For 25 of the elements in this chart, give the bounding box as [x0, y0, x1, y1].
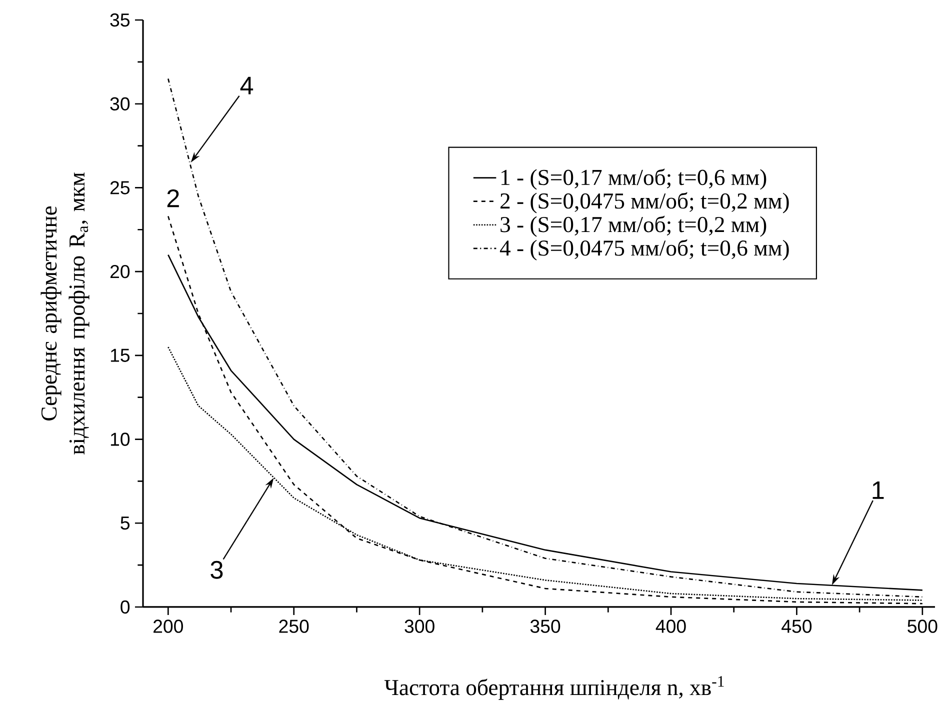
x-tick-label: 200 — [154, 620, 183, 633]
y-tick-label: 5 — [120, 516, 130, 530]
annotation: 4 — [240, 76, 254, 94]
annotation: 3 — [210, 560, 223, 579]
x-tick-label: 250 — [279, 620, 309, 633]
legend-label: 2 - (S=0,0475 мм/об; t=0,2 мм) — [500, 192, 789, 214]
legend-label: 3 - (S=0,17 мм/об; t=0,2 мм) — [500, 216, 766, 237]
x-axis-title: Частота обертання шпінделя n, хв$^{-1}$ — [384, 676, 724, 700]
legend-label: 4 - (S=0,0475 мм/об; t=0,6 мм) — [500, 239, 789, 260]
y-tick-label: 0 — [120, 600, 130, 614]
y-tick-label: 15 — [110, 348, 130, 362]
y-tick-label: 10 — [110, 432, 130, 446]
y-tick-label: 25 — [110, 181, 130, 194]
x-tick-label: 400 — [656, 620, 686, 633]
y-tick-label: 35 — [110, 13, 130, 27]
legend-label: 1 - (S=0,17 мм/об; t=0,6 мм) — [501, 168, 766, 190]
y-tick-label: 20 — [110, 264, 130, 278]
annotation: 1 — [872, 481, 884, 499]
x-tick-label: 500 — [908, 620, 938, 633]
x-tick-label: 350 — [530, 620, 560, 633]
annotation: 2 — [167, 189, 179, 208]
x-tick-label: 300 — [404, 620, 434, 633]
x-tick-label: 450 — [782, 620, 812, 633]
y-tick-label: 30 — [110, 97, 130, 110]
line-series — [167, 78, 924, 598]
